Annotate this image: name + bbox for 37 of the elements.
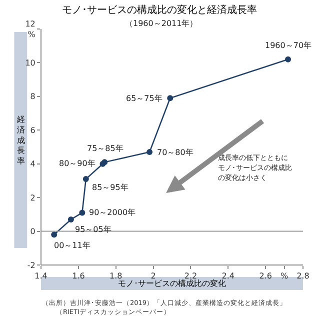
y-tick-label: 4	[30, 160, 36, 169]
annotation: 00～11年	[54, 241, 90, 250]
x-tick-label: 2.6	[259, 272, 272, 281]
annotation: 75～85年	[87, 144, 124, 153]
x-tick-label: 2.2	[184, 272, 198, 281]
x-axis-title: モノ･サービスの構成比の変化	[118, 279, 226, 288]
x-tick-label: 2.8	[296, 272, 310, 281]
annotation: 95～05年	[75, 225, 112, 234]
point	[68, 216, 74, 222]
x-tick-label: %	[280, 272, 288, 281]
y-tick-label: 12 %	[25, 20, 36, 39]
x-tick-label: 1.6	[72, 272, 85, 281]
x-tick-label: 2.4	[222, 272, 235, 281]
point	[285, 56, 292, 62]
point	[82, 176, 89, 182]
x-tick-label: 2	[150, 272, 156, 281]
annotation: 70～80年	[157, 148, 194, 157]
x-tick-label: 1.4	[34, 272, 48, 281]
annotation: 90～2000年	[89, 208, 136, 217]
y-axis-title: 経済成長率	[16, 115, 25, 166]
annotation: 85～95年	[92, 183, 128, 192]
y-tick-label: 6	[30, 126, 36, 135]
point	[167, 95, 174, 102]
y-tick-label: 0	[30, 227, 36, 236]
annotation: 1960～70年	[265, 41, 312, 50]
y-tick-label: 2	[30, 193, 36, 202]
point	[79, 210, 86, 216]
point	[146, 149, 153, 156]
chart-title: モノ･サービスの構成比の変化と経済成長率	[62, 4, 257, 16]
y-tick-label: 8	[30, 92, 36, 102]
chart-subtitle: （1960～2011年）	[125, 19, 198, 28]
annotation: 80～90年	[59, 159, 96, 168]
y-tick-label: 10	[25, 58, 36, 68]
y-tick-label: -2	[27, 260, 36, 270]
annotation: 65～75年	[126, 94, 162, 103]
point	[51, 232, 58, 238]
x-tick-label: 1.8	[109, 272, 122, 281]
